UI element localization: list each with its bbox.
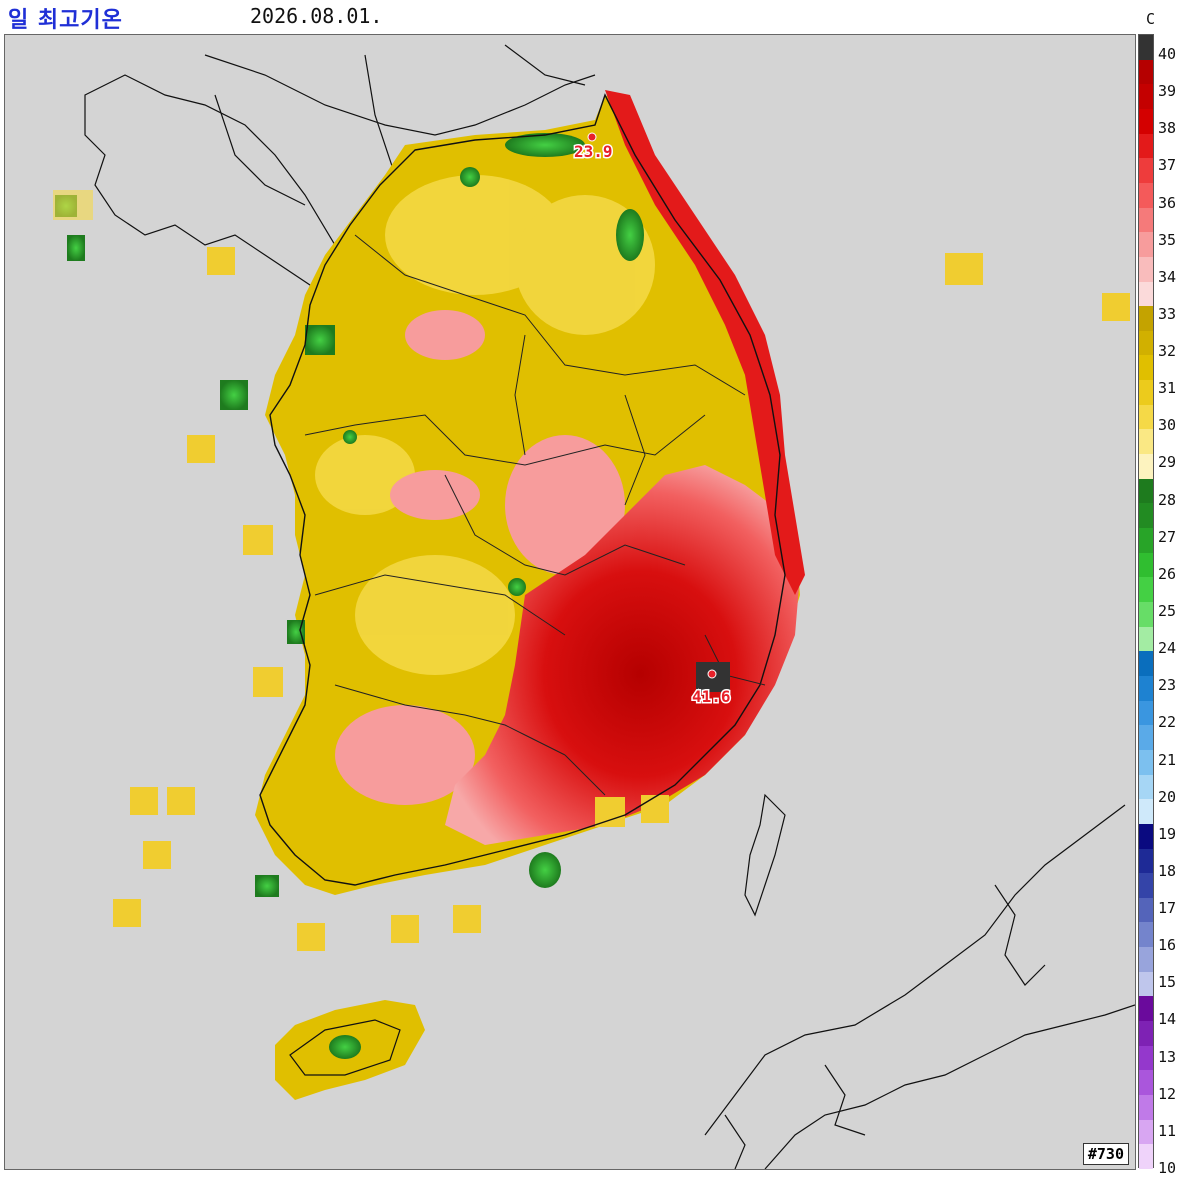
legend-tick-label: 39 [1158, 82, 1177, 101]
legend-tick-label: 27 [1158, 527, 1177, 546]
legend-tick-label: 10 [1158, 1159, 1177, 1177]
legend-color-cell [1139, 133, 1153, 159]
legend-tick-label: 31 [1158, 379, 1177, 398]
legend-color-cell [1139, 1119, 1153, 1145]
legend-tick-label: 26 [1158, 564, 1177, 583]
legend-color-cell [1139, 306, 1153, 332]
legend-tick-label: 37 [1158, 156, 1177, 175]
station-max-label: 41.6 [692, 687, 731, 706]
legend-tick-label: 34 [1158, 267, 1177, 286]
warm-pink-zones [335, 310, 625, 805]
hot-core [445, 465, 800, 845]
legend-color-cell [1139, 774, 1153, 800]
legend-tick-label: 35 [1158, 230, 1177, 249]
legend-color-cell [1139, 725, 1153, 751]
legend-color-cell [1139, 330, 1153, 356]
legend-color-cell [1139, 700, 1153, 726]
legend-color-cell [1139, 232, 1153, 258]
legend-tick-label: 18 [1158, 861, 1177, 880]
legend-tick-label: 33 [1158, 304, 1177, 323]
legend-color-cell [1139, 404, 1153, 430]
legend-tick-label: 22 [1158, 713, 1177, 732]
legend-color-cell [1139, 552, 1153, 578]
legend-tick-label: 11 [1158, 1121, 1177, 1140]
legend-tick-label: 19 [1158, 824, 1177, 843]
legend-color-cell [1139, 1095, 1153, 1121]
legend-color-cell [1139, 528, 1153, 554]
legend-color-cell [1139, 478, 1153, 504]
legend-color-cell [1139, 355, 1153, 381]
legend-unit: C [1146, 10, 1156, 28]
legend-tick-label: 14 [1158, 1010, 1177, 1029]
legend-color-cell [1139, 503, 1153, 529]
jeju-island [275, 1000, 425, 1100]
legend-color-cell [1139, 1021, 1153, 1047]
map-date: 2026.08.01. [250, 4, 383, 28]
legend-tick-label: 15 [1158, 973, 1177, 992]
legend-tick-label: 17 [1158, 899, 1177, 918]
legend-color-cell [1139, 84, 1153, 110]
legend-color-cell [1139, 897, 1153, 923]
legend-color-cell [1139, 799, 1153, 825]
station-min-label: 23.9 [574, 142, 613, 161]
station-max: 41.6 [691, 662, 732, 708]
province-borders [304, 234, 766, 796]
map-id-badge: #730 [1082, 1143, 1129, 1165]
island-blocks [53, 190, 1130, 951]
legend-color-cell [1139, 1045, 1153, 1071]
legend-color-cell [1139, 281, 1153, 307]
legend-tick-label: 25 [1158, 602, 1177, 620]
header: 일 최고기온 2026.08.01. [0, 0, 1140, 34]
legend-tick-label: 32 [1158, 342, 1177, 361]
legend-tick-label: 24 [1158, 639, 1177, 658]
legend-color-cell [1139, 59, 1153, 85]
legend-color-cell [1139, 35, 1153, 61]
legend-color-cell [1139, 848, 1153, 874]
legend-color-cell [1139, 256, 1153, 282]
legend-tick-label: 21 [1158, 750, 1177, 769]
legend-color-cell [1139, 626, 1153, 652]
legend-tick-label: 28 [1158, 490, 1177, 509]
legend-tick-label: 38 [1158, 119, 1177, 138]
mild-patches [315, 175, 655, 675]
legend-tick-label: 12 [1158, 1084, 1177, 1103]
temperature-map: 41.6 23.9 #730 [4, 34, 1136, 1170]
legend-color-cell [1139, 651, 1153, 677]
station-min: 23.9 [573, 132, 614, 163]
legend-color-cell [1139, 454, 1153, 480]
east-coast-strip [605, 90, 805, 595]
legend-tick-label: 40 [1158, 45, 1177, 63]
legend-color-cell [1139, 971, 1153, 997]
legend-color-cell [1139, 996, 1153, 1022]
legend-color-cell [1139, 1144, 1153, 1170]
legend-tick-label: 29 [1158, 453, 1177, 472]
legend-color-cell [1139, 207, 1153, 233]
legend-color-cell [1139, 947, 1153, 973]
legend-color-cell [1139, 873, 1153, 899]
legend-tick-label: 16 [1158, 936, 1177, 955]
legend-tick-label: 36 [1158, 193, 1177, 212]
legend-color-cell [1139, 108, 1153, 135]
coastlines [84, 44, 1135, 1169]
legend-color-cell [1139, 182, 1153, 209]
legend-color-bar [1138, 34, 1154, 1170]
legend-color-cell [1139, 1070, 1153, 1096]
legend-color-cell [1139, 429, 1153, 455]
legend-tick-label: 20 [1158, 787, 1177, 806]
legend-color-cell [1139, 675, 1153, 702]
legend-color-cell [1139, 602, 1153, 628]
legend-tick-label: 23 [1158, 676, 1177, 695]
legend-color-cell [1139, 823, 1153, 849]
legend-color-cell [1139, 158, 1153, 184]
legend-tick-label: 30 [1158, 416, 1177, 435]
legend-color-cell [1139, 749, 1153, 776]
legend-color-cell [1139, 577, 1153, 603]
legend-tick-label: 13 [1158, 1047, 1177, 1066]
map-svg: 41.6 23.9 [53, 44, 1135, 1169]
legend-color-cell [1139, 922, 1153, 948]
peninsula-coastline [259, 93, 786, 886]
legend-color-cell [1139, 380, 1153, 406]
color-legend: C 40 39 38 37 36 35 34 33 32 31 30 29 28 27 26 25 24 23 22… [1138, 0, 1200, 1177]
map-title: 일 최고기온 [8, 8, 123, 33]
